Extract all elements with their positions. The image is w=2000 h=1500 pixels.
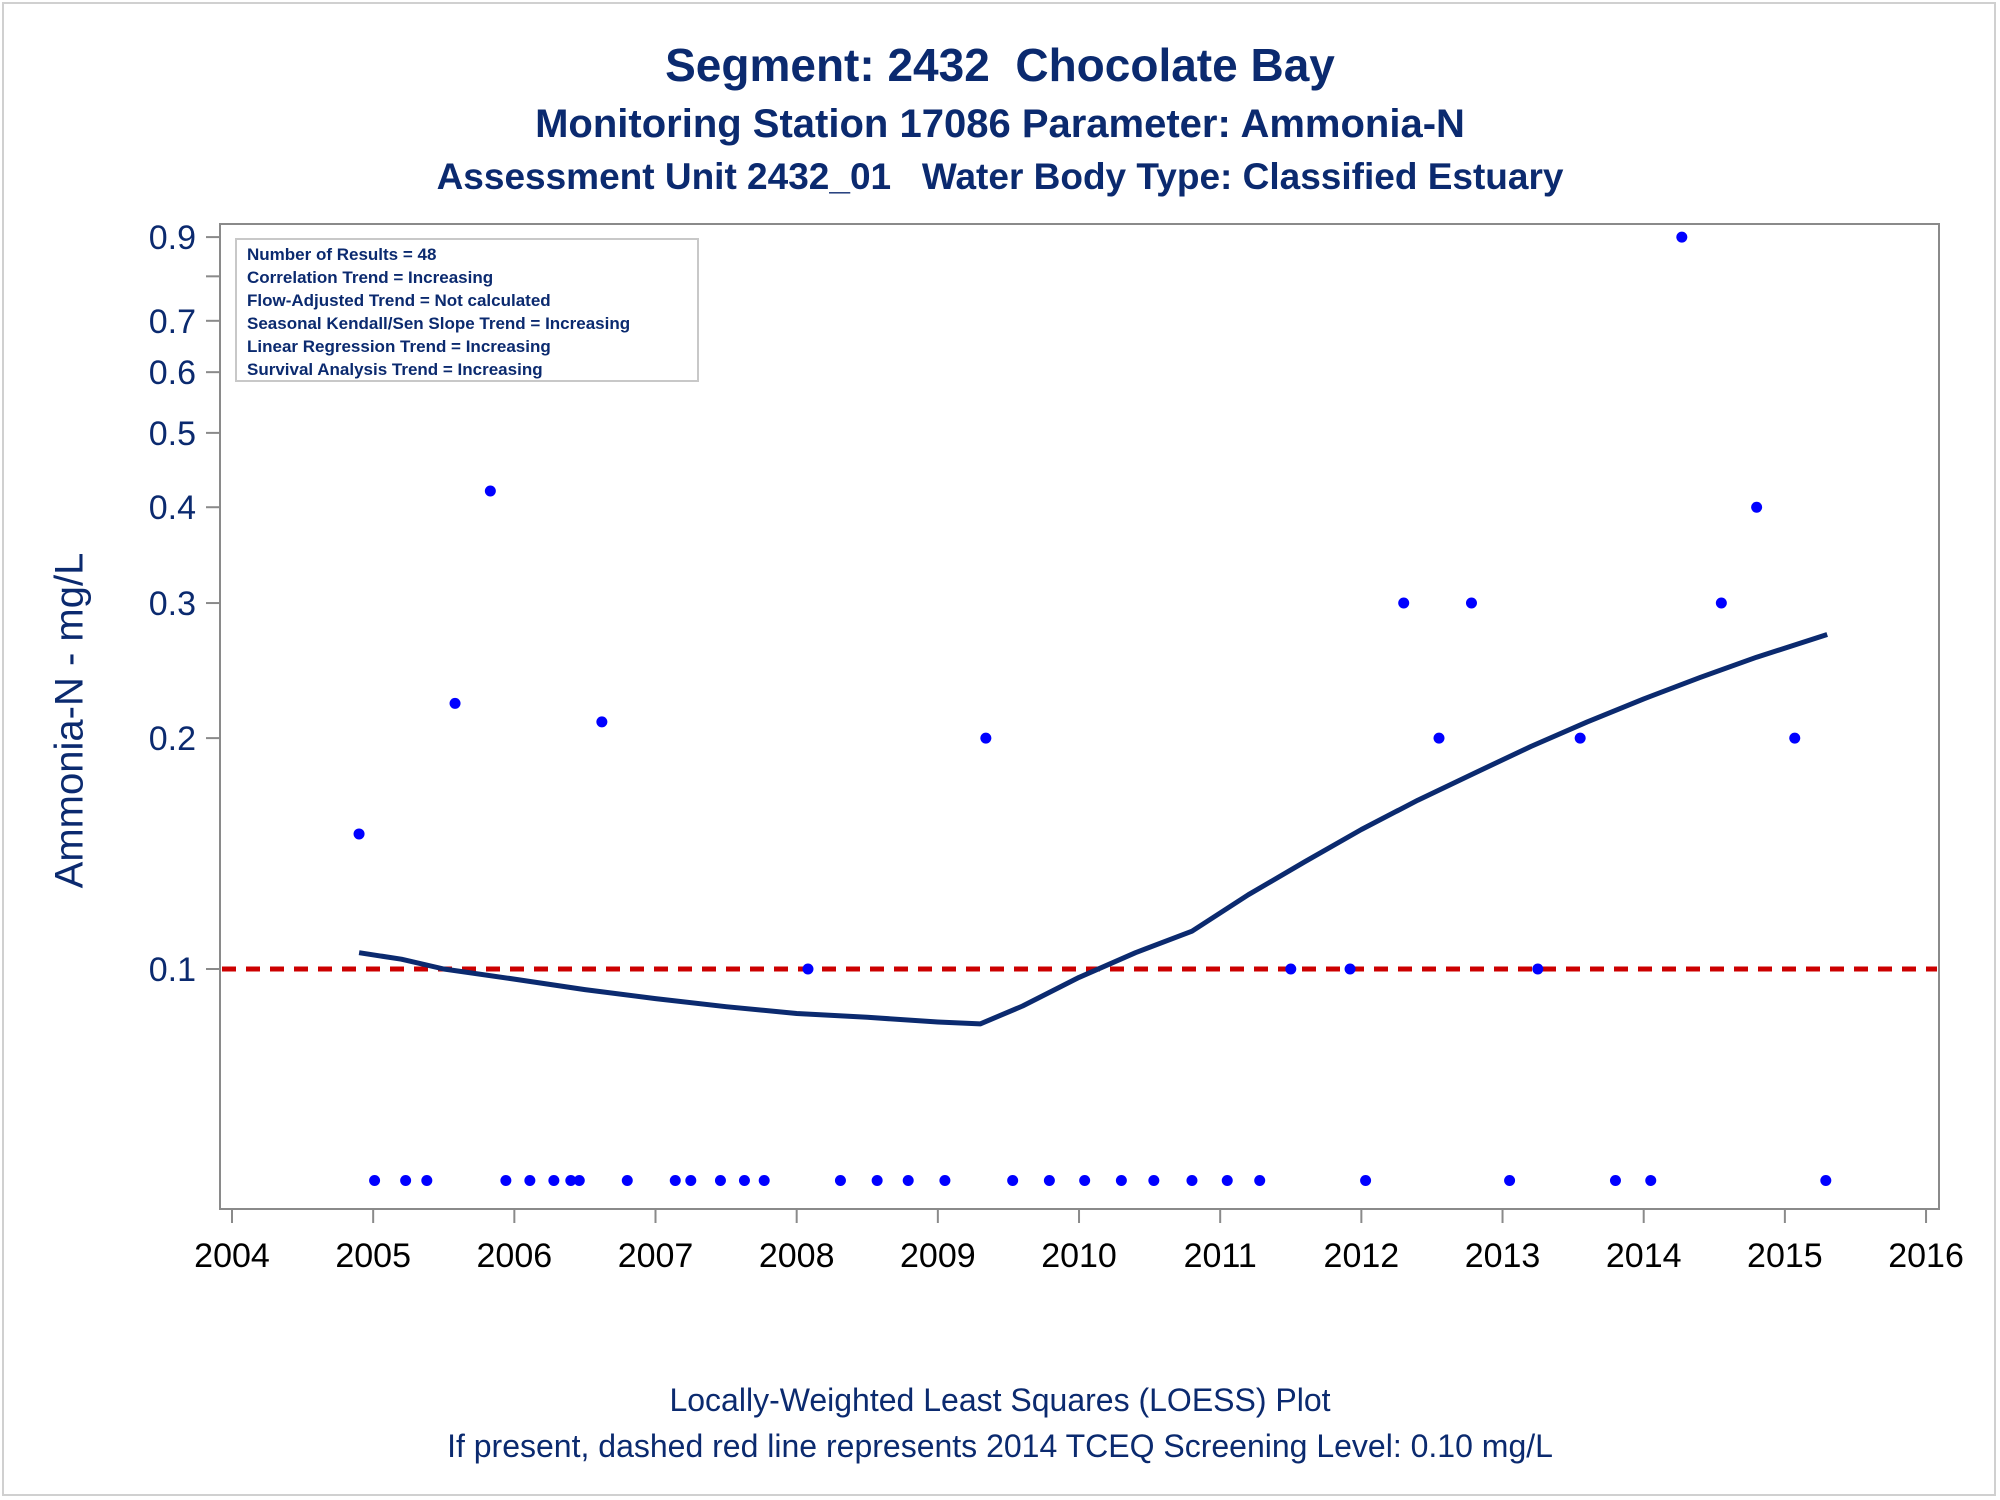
stats-box-frame bbox=[235, 238, 699, 382]
data-point bbox=[1433, 732, 1445, 744]
chart-subtitle-2: Assessment Unit 2432_01 Water Body Type:… bbox=[436, 156, 1564, 197]
x-tick-label: 2012 bbox=[1324, 1237, 1400, 1275]
chart-title: Segment: 2432 Chocolate Bay bbox=[665, 39, 1335, 91]
x-tick-label: 2013 bbox=[1465, 1237, 1541, 1275]
data-points bbox=[353, 231, 1832, 1186]
censored-data-point bbox=[1360, 1174, 1372, 1186]
y-tick-label: 0.7 bbox=[149, 303, 196, 341]
censored-data-point bbox=[400, 1174, 412, 1186]
footnote-screening: If present, dashed red line represents 2… bbox=[447, 1428, 1553, 1464]
censored-data-point bbox=[1609, 1174, 1621, 1186]
data-point bbox=[1532, 963, 1544, 975]
censored-data-point bbox=[1645, 1174, 1657, 1186]
data-point bbox=[353, 828, 365, 840]
loess-line bbox=[358, 632, 1828, 1027]
censored-data-point bbox=[621, 1174, 633, 1186]
x-tick-label: 2016 bbox=[1888, 1237, 1964, 1275]
x-tick-label: 2004 bbox=[194, 1237, 270, 1275]
y-tick-label: 0.5 bbox=[149, 415, 196, 453]
stat-line: Linear Regression Trend = Increasing bbox=[247, 337, 551, 356]
x-tick-label: 2015 bbox=[1747, 1237, 1823, 1275]
y-tick-label: 0.3 bbox=[149, 585, 196, 623]
x-tick-label: 2005 bbox=[335, 1237, 411, 1275]
censored-data-point bbox=[902, 1174, 914, 1186]
censored-data-point bbox=[1504, 1174, 1516, 1186]
x-tick-label: 2010 bbox=[1041, 1237, 1117, 1275]
censored-data-point bbox=[714, 1174, 726, 1186]
censored-data-point bbox=[1115, 1174, 1127, 1186]
data-point bbox=[596, 716, 608, 728]
data-point bbox=[1285, 963, 1297, 975]
censored-data-point bbox=[1007, 1174, 1019, 1186]
censored-data-point bbox=[565, 1174, 577, 1186]
censored-data-point bbox=[1221, 1174, 1233, 1186]
stat-line: Correlation Trend = Increasing bbox=[247, 268, 493, 287]
stat-line: Flow-Adjusted Trend = Not calculated bbox=[247, 291, 551, 310]
censored-data-point bbox=[738, 1174, 750, 1186]
x-tick-label: 2011 bbox=[1184, 1237, 1257, 1275]
censored-data-point bbox=[500, 1174, 512, 1186]
censored-data-point bbox=[1079, 1174, 1091, 1186]
data-point bbox=[1574, 732, 1586, 744]
stats-box: Number of Results = 48 Correlation Trend… bbox=[235, 238, 699, 382]
data-point bbox=[1715, 597, 1727, 609]
data-point bbox=[802, 963, 814, 975]
censored-data-point bbox=[1254, 1174, 1266, 1186]
y-tick-label: 0.4 bbox=[149, 489, 196, 527]
stat-line: Seasonal Kendall/Sen Slope Trend = Incre… bbox=[247, 314, 630, 333]
y-axis: 0.1 0.2 0.3 0.4 0.5 0.6 0.7 0.9 bbox=[149, 219, 221, 1209]
censored-data-point bbox=[834, 1174, 846, 1186]
x-tick-label: 2008 bbox=[759, 1237, 835, 1275]
censored-data-point bbox=[758, 1174, 770, 1186]
y-tick-label: 0.6 bbox=[149, 354, 196, 392]
data-point bbox=[980, 732, 992, 744]
censored-data-point bbox=[573, 1174, 585, 1186]
censored-data-point bbox=[548, 1174, 560, 1186]
data-point bbox=[1751, 501, 1763, 513]
footnote-loess: Locally-Weighted Least Squares (LOESS) P… bbox=[669, 1382, 1331, 1418]
censored-data-point bbox=[1043, 1174, 1055, 1186]
censored-data-point bbox=[669, 1174, 681, 1186]
censored-data-point bbox=[421, 1174, 433, 1186]
censored-data-point bbox=[871, 1174, 883, 1186]
chart-subtitle: Monitoring Station 17086 Parameter: Ammo… bbox=[535, 102, 1465, 146]
censored-data-point bbox=[1186, 1174, 1198, 1186]
data-point bbox=[449, 697, 461, 709]
y-tick-label: 0.1 bbox=[149, 951, 196, 989]
censored-data-point bbox=[685, 1174, 697, 1186]
y-tick-label: 0.9 bbox=[149, 219, 196, 257]
stat-line: Number of Results = 48 bbox=[247, 245, 436, 264]
censored-data-point bbox=[369, 1174, 381, 1186]
censored-data-point bbox=[1148, 1174, 1160, 1186]
stat-line: Survival Analysis Trend = Increasing bbox=[247, 360, 543, 379]
censored-data-point bbox=[524, 1174, 536, 1186]
data-point bbox=[484, 485, 496, 497]
data-point bbox=[1676, 231, 1688, 243]
censored-data-point bbox=[1820, 1174, 1832, 1186]
x-tick-label: 2006 bbox=[477, 1237, 553, 1275]
y-tick-label: 0.2 bbox=[149, 720, 196, 758]
x-tick-label: 2009 bbox=[900, 1237, 976, 1275]
x-tick-label: 2014 bbox=[1606, 1237, 1682, 1275]
censored-data-point bbox=[939, 1174, 951, 1186]
x-axis: 2004 2005 2006 2007 2008 2009 2010 2011 2012 2013… bbox=[194, 1209, 1964, 1275]
x-tick-label: 2007 bbox=[618, 1237, 694, 1275]
data-point bbox=[1465, 597, 1477, 609]
data-point bbox=[1398, 597, 1410, 609]
data-point bbox=[1789, 732, 1801, 744]
data-point bbox=[1344, 963, 1356, 975]
